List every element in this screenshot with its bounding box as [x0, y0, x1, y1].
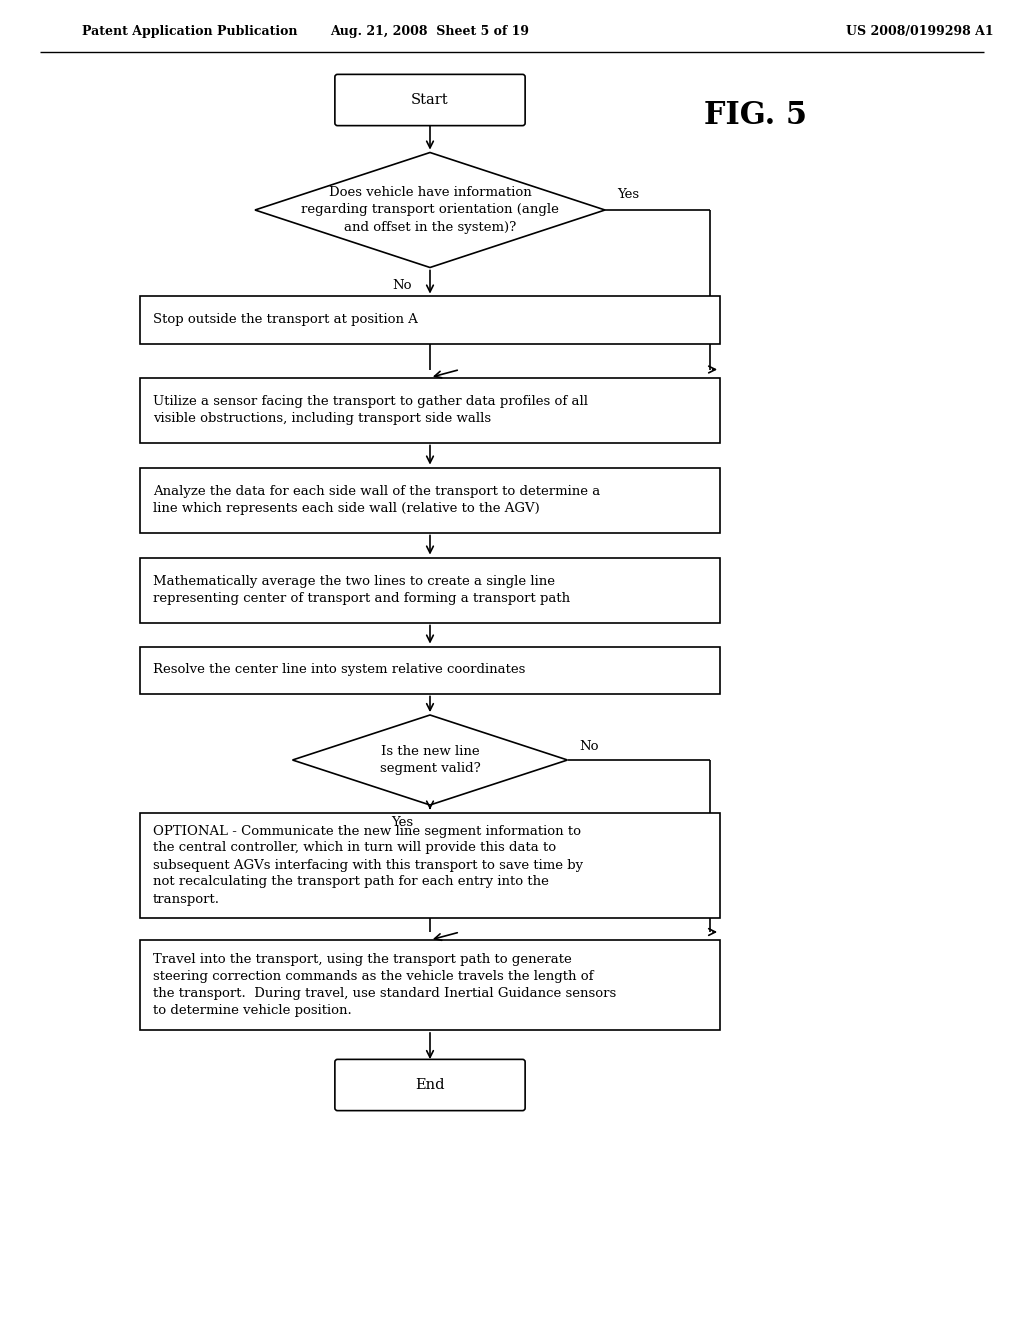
Polygon shape [293, 715, 567, 805]
Text: End: End [416, 1078, 444, 1092]
Text: Patent Application Publication: Patent Application Publication [82, 25, 298, 38]
Bar [140, 813, 720, 917]
Text: Does vehicle have information
regarding transport orientation (angle
and offset : Does vehicle have information regarding … [301, 186, 559, 234]
FancyBboxPatch shape [335, 1060, 525, 1110]
Bar [140, 378, 720, 442]
Text: Start: Start [412, 92, 449, 107]
Bar [140, 557, 720, 623]
Text: Yes: Yes [391, 817, 413, 829]
FancyBboxPatch shape [335, 74, 525, 125]
Text: Stop outside the transport at position A: Stop outside the transport at position A [153, 314, 418, 326]
Bar [140, 940, 720, 1030]
Text: OPTIONAL - Communicate the new line segment information to
the central controlle: OPTIONAL - Communicate the new line segm… [153, 825, 583, 906]
Text: No: No [392, 279, 412, 292]
Polygon shape [255, 153, 605, 268]
Text: Utilize a sensor facing the transport to gather data profiles of all
visible obs: Utilize a sensor facing the transport to… [153, 395, 588, 425]
Text: US 2008/0199298 A1: US 2008/0199298 A1 [846, 25, 994, 38]
Bar [140, 467, 720, 532]
Text: No: No [580, 739, 599, 752]
Text: Resolve the center line into system relative coordinates: Resolve the center line into system rela… [153, 664, 525, 676]
Text: Travel into the transport, using the transport path to generate
steering correct: Travel into the transport, using the tra… [153, 953, 616, 1016]
Text: Aug. 21, 2008  Sheet 5 of 19: Aug. 21, 2008 Sheet 5 of 19 [331, 25, 529, 38]
Text: FIG. 5: FIG. 5 [703, 99, 807, 131]
Bar [140, 297, 720, 343]
Text: Analyze the data for each side wall of the transport to determine a
line which r: Analyze the data for each side wall of t… [153, 484, 600, 515]
Bar [140, 647, 720, 693]
Text: Mathematically average the two lines to create a single line
representing center: Mathematically average the two lines to … [153, 576, 570, 605]
Text: Is the new line
segment valid?: Is the new line segment valid? [380, 744, 480, 775]
Text: Yes: Yes [617, 189, 639, 202]
